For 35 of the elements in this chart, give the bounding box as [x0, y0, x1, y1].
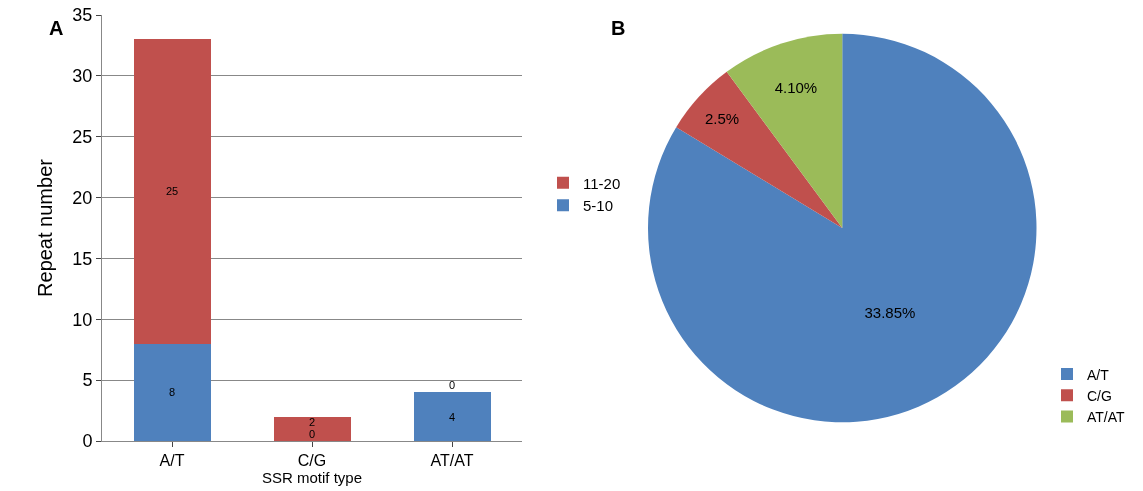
pie-slice [648, 33, 1037, 422]
y-tick-label: 25 [72, 127, 93, 148]
data-label: 4 [449, 411, 456, 423]
data-label: 8 [169, 386, 176, 398]
data-label: 2 [309, 416, 316, 428]
bar [273, 416, 351, 441]
pie-slice [676, 71, 843, 228]
bar [413, 392, 491, 441]
y-axis-title: Repeat number [34, 158, 56, 297]
chart-title: A [49, 17, 64, 39]
bar [133, 343, 211, 441]
y-tick-label: 10 [72, 309, 93, 330]
legend-label: A/T [1087, 366, 1110, 383]
x-tick-label: AT/AT [430, 452, 474, 470]
y-tick-label: 0 [82, 431, 93, 452]
legend-label: 5-10 [583, 197, 614, 215]
y-tick-label: 20 [72, 187, 93, 208]
data-label: 0 [449, 379, 456, 391]
x-axis-title: SSR motif type [261, 469, 363, 487]
y-tick-label: 30 [72, 66, 93, 87]
legend-label: C/G [1087, 387, 1112, 404]
y-tick-label: 15 [72, 248, 93, 269]
legend-label: AT/AT [1087, 408, 1126, 425]
bar [133, 39, 211, 344]
legend-label: 11-20 [583, 174, 621, 192]
data-label: 0 [309, 428, 316, 440]
x-tick-label: A/T [159, 452, 185, 470]
data-label: 2.5% [704, 109, 740, 127]
data-label: 25 [166, 185, 179, 197]
x-tick-label: C/G [297, 452, 327, 470]
data-label: 4.10% [774, 79, 818, 96]
chart-title: B [611, 17, 626, 39]
y-tick-label: 35 [72, 5, 93, 26]
data-label: 33.85% [864, 304, 916, 322]
y-tick-label: 5 [82, 370, 93, 391]
